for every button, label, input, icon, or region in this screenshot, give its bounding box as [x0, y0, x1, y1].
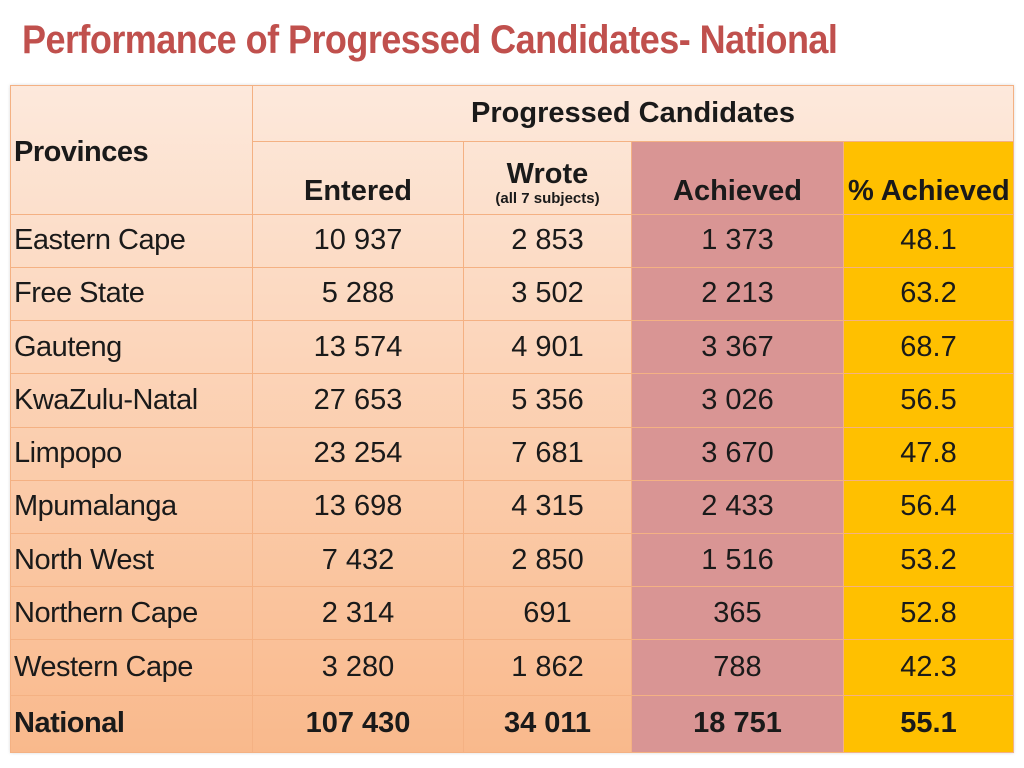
- achieved-cell: 365: [631, 586, 844, 641]
- province-cell: Western Cape: [10, 639, 253, 696]
- wrote-cell: 7 681: [463, 426, 632, 481]
- entered-cell: 13 574: [252, 320, 464, 375]
- table-row: Free State 5 288 3 502 2 213 63.2: [10, 266, 1015, 322]
- achieved-cell: 788: [631, 639, 844, 696]
- table-row: KwaZulu-Natal 27 653 5 356 3 026 56.5: [10, 373, 1015, 428]
- achieved-cell: 18 751: [631, 694, 844, 754]
- progressed-candidates-header: Progressed Candidates: [251, 84, 1015, 143]
- table-row: Northern Cape 2 314 691 365 52.8: [10, 586, 1015, 641]
- wrote-cell: 34 011: [463, 694, 632, 754]
- entered-cell: 23 254: [252, 426, 464, 481]
- table-row: Gauteng 13 574 4 901 3 367 68.7: [10, 320, 1015, 375]
- achieved-cell: 2 213: [631, 266, 844, 322]
- entered-cell: 5 288: [252, 266, 464, 322]
- achieved-cell: 3 670: [631, 426, 844, 481]
- wrote-cell: 1 862: [463, 639, 632, 696]
- wrote-cell: 691: [463, 586, 632, 641]
- pct-achieved-cell: 63.2: [842, 266, 1015, 322]
- national-total-row: National 107 430 34 011 18 751 55.1: [10, 694, 1015, 754]
- province-cell: National: [10, 694, 253, 754]
- wrote-cell: 4 315: [463, 479, 632, 534]
- pct-achieved-cell: 56.5: [842, 373, 1015, 428]
- page-title: Performance of Progressed Candidates- Na…: [22, 18, 838, 62]
- wrote-cell: 4 901: [463, 320, 632, 375]
- pct-achieved-cell: 42.3: [842, 639, 1015, 696]
- province-cell: Free State: [10, 266, 253, 322]
- table-row: North West 7 432 2 850 1 516 53.2: [10, 532, 1015, 588]
- wrote-header: Wrote (all 7 subjects): [463, 141, 632, 215]
- performance-table: Provinces Progressed Candidates Entered …: [10, 84, 1015, 754]
- province-cell: Gauteng: [10, 320, 253, 375]
- header-row-bottom: Entered Wrote (all 7 subjects) Achieved …: [11, 141, 1015, 215]
- header-row-top: Provinces Progressed Candidates: [10, 84, 1015, 215]
- wrote-cell: 2 850: [463, 532, 632, 588]
- wrote-cell: 3 502: [463, 266, 632, 322]
- entered-cell: 10 937: [252, 213, 464, 268]
- table-row: Limpopo 23 254 7 681 3 670 47.8: [10, 426, 1015, 481]
- entered-cell: 27 653: [252, 373, 464, 428]
- province-cell: North West: [10, 532, 253, 588]
- achieved-cell: 2 433: [631, 479, 844, 534]
- province-cell: KwaZulu-Natal: [10, 373, 253, 428]
- achieved-header: Achieved: [631, 141, 844, 215]
- entered-cell: 13 698: [252, 479, 464, 534]
- achieved-cell: 1 373: [631, 213, 844, 268]
- pct-achieved-cell: 48.1: [842, 213, 1015, 268]
- pct-achieved-cell: 47.8: [842, 426, 1015, 481]
- pct-achieved-header: % Achieved: [842, 141, 1015, 215]
- achieved-cell: 1 516: [631, 532, 844, 588]
- wrote-cell: 2 853: [463, 213, 632, 268]
- achieved-cell: 3 026: [631, 373, 844, 428]
- wrote-cell: 5 356: [463, 373, 632, 428]
- pct-achieved-cell: 53.2: [842, 532, 1015, 588]
- pct-achieved-cell: 56.4: [842, 479, 1015, 534]
- entered-cell: 7 432: [252, 532, 464, 588]
- wrote-header-label: Wrote: [506, 157, 589, 190]
- pct-achieved-cell: 52.8: [842, 586, 1015, 641]
- pct-achieved-cell: 68.7: [842, 320, 1015, 375]
- entered-header: Entered: [252, 141, 464, 215]
- province-cell: Limpopo: [10, 426, 253, 481]
- table-row: Western Cape 3 280 1 862 788 42.3: [10, 639, 1015, 696]
- table-row: Mpumalanga 13 698 4 315 2 433 56.4: [10, 479, 1015, 534]
- provinces-header: Provinces: [10, 85, 253, 215]
- entered-cell: 3 280: [252, 639, 464, 696]
- wrote-header-sublabel: (all 7 subjects): [495, 189, 600, 207]
- entered-cell: 2 314: [252, 586, 464, 641]
- province-cell: Eastern Cape: [10, 213, 253, 268]
- achieved-cell: 3 367: [631, 320, 844, 375]
- province-cell: Northern Cape: [10, 586, 253, 641]
- pct-achieved-cell: 55.1: [842, 694, 1015, 754]
- province-cell: Mpumalanga: [10, 479, 253, 534]
- table-row: Eastern Cape 10 937 2 853 1 373 48.1: [10, 213, 1015, 268]
- entered-cell: 107 430: [252, 694, 464, 754]
